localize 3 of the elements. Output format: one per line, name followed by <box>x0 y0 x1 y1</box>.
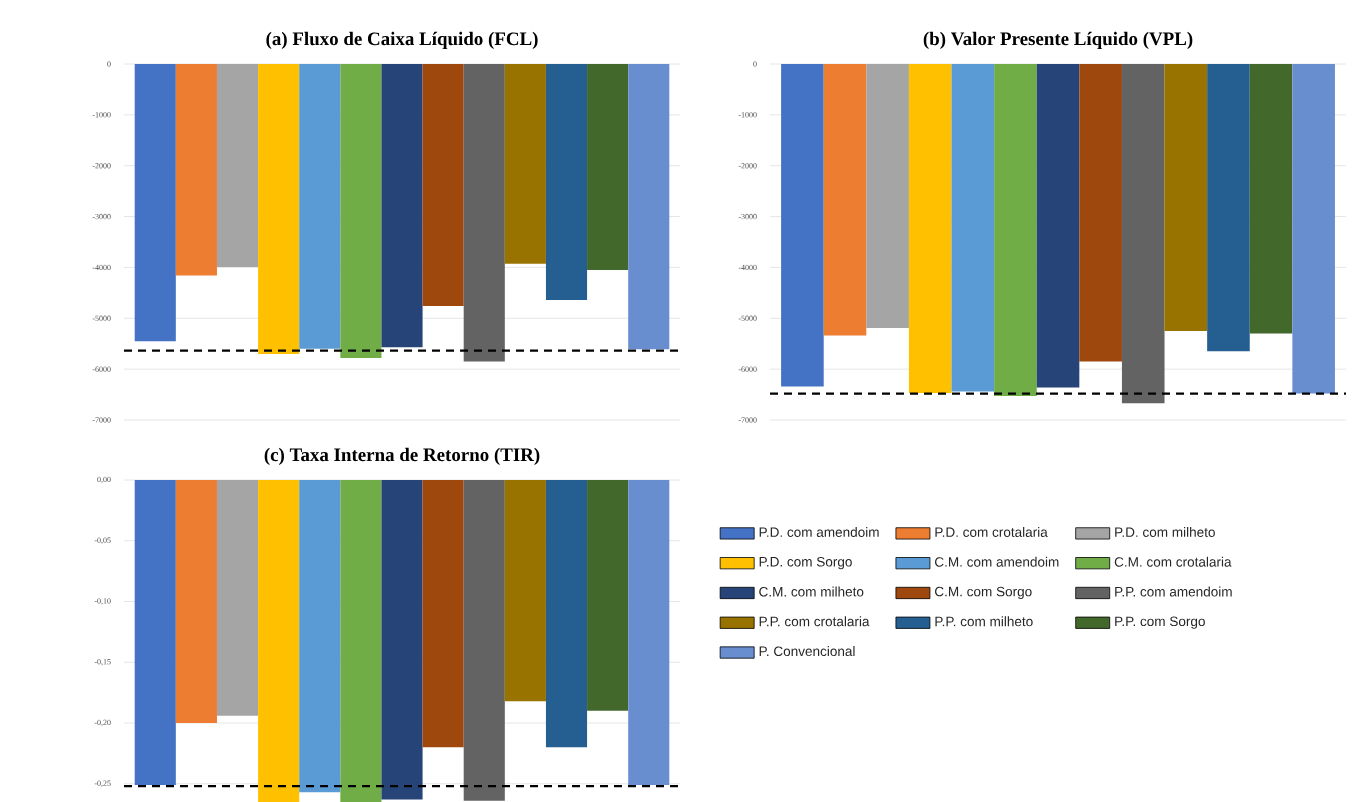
chart-title: (a) Fluxo de Caixa Líquido (FCL) <box>266 31 538 50</box>
chart-title: (b) Valor Presente Líquido (VPL) <box>923 31 1193 50</box>
chart-title: (c) Taxa Interna de Retorno (TIR) <box>264 447 540 466</box>
